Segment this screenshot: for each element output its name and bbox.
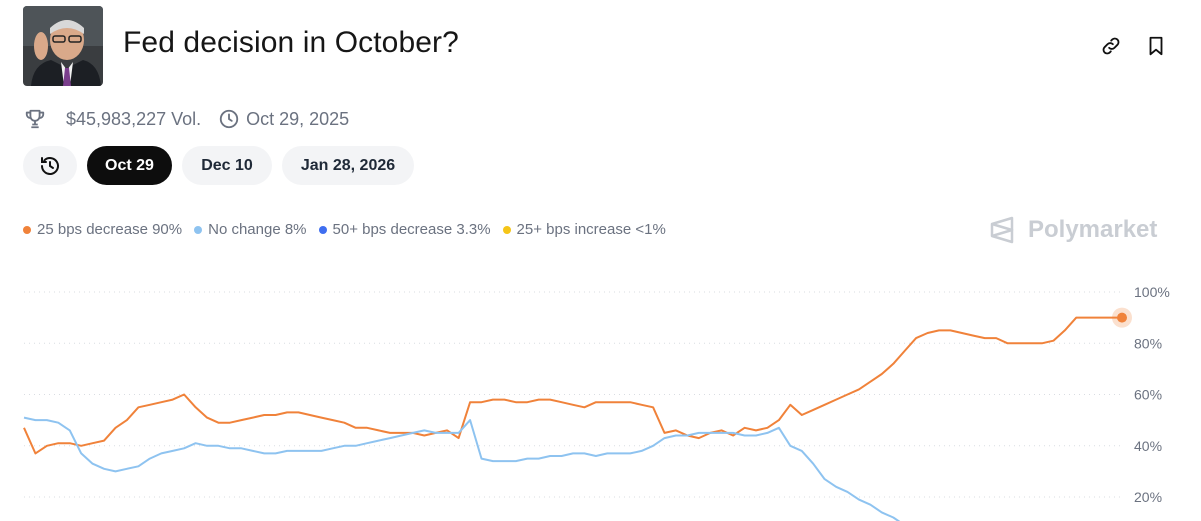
bookmark-button[interactable] [1144, 34, 1168, 58]
series-line-25-bps-decrease [23, 316, 1122, 455]
clock-icon [217, 107, 241, 131]
legend-item-25bps-decrease: 25 bps decrease 90% [23, 221, 182, 238]
probability-chart[interactable]: 100% 80% 60% 40% 20% [0, 270, 1201, 521]
y-tick-label: 100% [1134, 284, 1170, 300]
y-tick-label: 60% [1134, 387, 1162, 403]
tab-dec-10[interactable]: Dec 10 [182, 146, 272, 185]
polymarket-watermark: Polymarket [988, 215, 1157, 245]
history-icon [41, 156, 59, 175]
tab-oct-29[interactable]: Oct 29 [87, 146, 172, 185]
series-line-no-change [23, 416, 901, 521]
copy-link-button[interactable] [1099, 34, 1123, 58]
y-tick-label: 40% [1134, 438, 1162, 454]
bookmark-icon [1149, 36, 1163, 56]
current-value-point [1117, 312, 1127, 323]
end-date-text: Oct 29, 2025 [246, 108, 350, 129]
y-tick-label: 80% [1134, 335, 1162, 351]
trophy-icon [23, 107, 47, 131]
chart-legend: 25 bps decrease 90% No change 8% 50+ bps… [23, 221, 678, 238]
page-title: Fed decision in October? [123, 26, 459, 59]
polymarket-logo-icon [990, 216, 1014, 244]
volume-text: $45,983,227 Vol. [66, 108, 202, 129]
date-tabs: Oct 29 Dec 10 Jan 28, 2026 [23, 146, 414, 185]
legend-item-no-change: No change 8% [194, 221, 307, 238]
market-meta: $45,983,227 Vol. Oct 29, 2025 [23, 107, 349, 131]
person-portrait-icon [23, 6, 103, 86]
tab-jan-28-2026[interactable]: Jan 28, 2026 [282, 146, 414, 185]
legend-item-25bps-increase: 25+ bps increase <1% [502, 221, 666, 238]
market-avatar [23, 6, 103, 86]
link-icon [1102, 37, 1120, 55]
history-button[interactable] [23, 146, 77, 185]
legend-item-50bps-decrease: 50+ bps decrease 3.3% [318, 221, 491, 238]
y-tick-label: 20% [1134, 489, 1162, 505]
